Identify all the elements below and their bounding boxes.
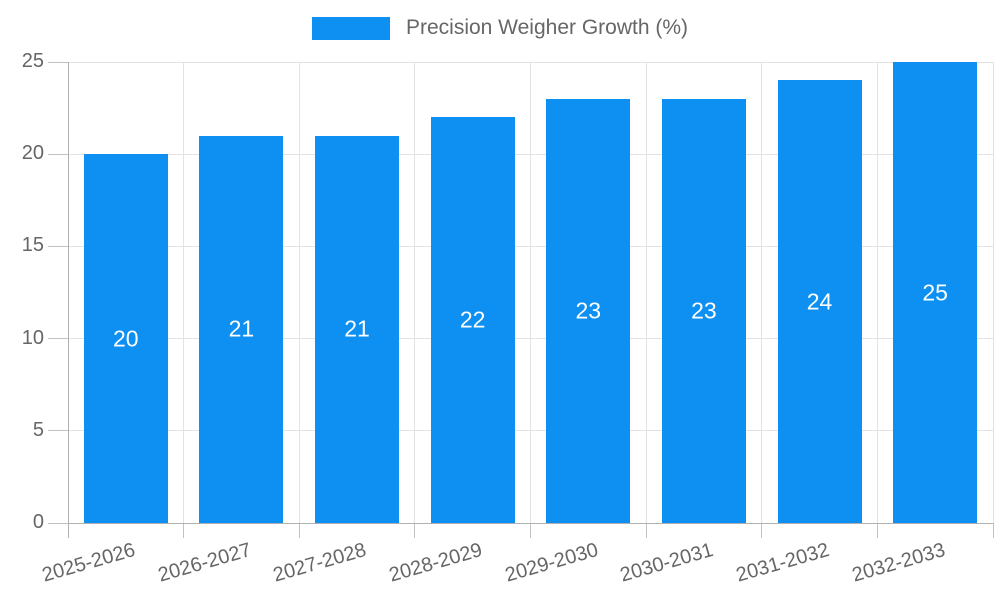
bar[interactable]: 24 (777, 80, 862, 523)
bar-value-label: 25 (922, 279, 948, 305)
x-axis-tick (645, 523, 647, 538)
gridline-vertical (876, 62, 878, 523)
y-axis-line (68, 62, 69, 538)
gridline-vertical (298, 62, 300, 523)
gridline-vertical (530, 62, 531, 523)
x-tick-label: 2027-2028 (271, 539, 370, 587)
bar-value-label: 24 (806, 288, 833, 315)
gridline-vertical (992, 62, 994, 523)
bar-value-label: 23 (691, 297, 717, 324)
y-axis-tick (48, 430, 68, 432)
x-tick-label: 2030-2031 (617, 539, 717, 587)
bar[interactable]: 20 (83, 154, 168, 523)
x-axis-tick (298, 523, 300, 538)
x-axis-tick (876, 523, 878, 538)
bar-value-label: 20 (113, 325, 139, 352)
gridline-vertical (414, 62, 416, 523)
y-axis-tick (48, 338, 68, 340)
y-axis-tick (48, 61, 68, 63)
y-axis-tick (48, 153, 68, 155)
bar[interactable]: 23 (546, 98, 631, 523)
x-tick-label: 2031-2032 (733, 539, 832, 587)
bar[interactable]: 22 (430, 117, 515, 523)
y-tick-label: 10 (21, 326, 44, 349)
x-axis-tick (183, 523, 185, 538)
y-tick-label: 25 (21, 50, 44, 73)
y-axis-tick (48, 522, 68, 524)
y-tick-label: 0 (32, 511, 44, 534)
bar-value-label: 21 (344, 315, 370, 342)
x-tick-label: 2026-2027 (155, 539, 254, 587)
x-axis-tick (414, 523, 416, 538)
bar-value-label: 22 (459, 306, 486, 333)
x-tick-label: 2029-2030 (502, 539, 601, 587)
axis-layer: 0 5 10 15 20 25 2025-2026 2026-2027 2027-2028 202… (22, 50, 994, 587)
plot-area: 0 5 10 15 20 25 2025-2026 2026-2027 2027-2028 202… (22, 50, 994, 587)
y-axis-tick (48, 245, 68, 247)
gridline-vertical (183, 62, 185, 523)
x-tick-label: 2025-2026 (39, 539, 138, 587)
y-tick-label: 20 (21, 142, 44, 165)
gridline-vertical (645, 62, 647, 523)
x-axis-tick (530, 523, 531, 538)
legend-swatch-icon (311, 16, 390, 40)
bar[interactable]: 21 (315, 135, 400, 523)
bar-value-label: 21 (228, 315, 255, 342)
x-axis-line (68, 523, 993, 524)
bar[interactable]: 25 (893, 62, 978, 523)
gridline-vertical (761, 62, 763, 523)
legend[interactable]: Precision Weigher Growth (%) (0, 16, 1000, 40)
x-tick-label: 2028-2029 (386, 539, 485, 587)
bar[interactable]: 23 (661, 98, 746, 523)
y-tick-label: 15 (21, 234, 44, 257)
legend-label: Precision Weigher Growth (%) (405, 16, 689, 39)
x-tick-label: 2032-2033 (849, 539, 948, 587)
y-tick-label: 5 (32, 418, 44, 441)
x-axis-tick (761, 523, 763, 538)
bar-value-label: 23 (575, 297, 602, 324)
x-axis-tick (992, 523, 994, 538)
bar[interactable]: 21 (199, 135, 284, 523)
